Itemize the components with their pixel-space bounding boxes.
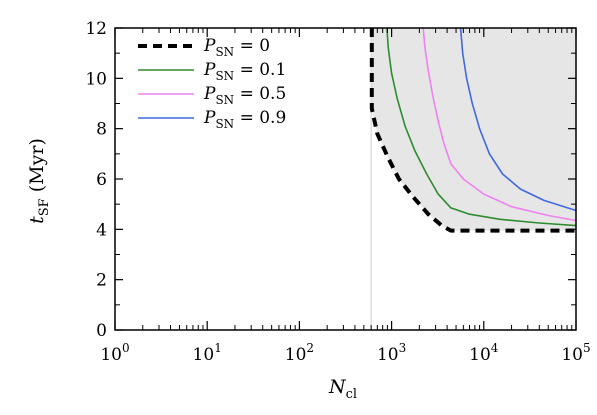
legend-label-3: PSN = 0.9 xyxy=(203,108,286,131)
x-tick-label-1: 101 xyxy=(193,341,222,365)
x-tick-label-0: 100 xyxy=(100,341,129,365)
series-layer xyxy=(369,27,577,233)
y-tick-label-6: 12 xyxy=(85,19,107,39)
y-tick-label-3: 6 xyxy=(96,170,107,190)
legend-label-1: PSN = 0.1 xyxy=(203,60,286,83)
x-tick-label-5: 105 xyxy=(561,341,590,365)
shaded-region-layer xyxy=(371,28,576,231)
series-line-3 xyxy=(459,27,577,212)
series-line-2 xyxy=(422,27,577,222)
shaded-region xyxy=(371,28,576,231)
series-line-1 xyxy=(386,27,577,227)
series-line-0 xyxy=(369,28,576,233)
legend-label-0: PSN = 0 xyxy=(203,36,270,59)
y-tick-label-1: 2 xyxy=(96,271,107,291)
x-axis-title: Ncl xyxy=(328,376,357,402)
y-axis-title: tSF (Myr) xyxy=(26,138,52,224)
x-axis-ticks: 100 101 102 103 104 105 xyxy=(100,28,591,365)
x-tick-label-3: 103 xyxy=(377,341,406,365)
x-tick-label-2: 102 xyxy=(285,341,314,365)
y-tick-label-2: 4 xyxy=(96,220,107,240)
y-tick-label-5: 10 xyxy=(85,69,107,89)
legend-label-2: PSN = 0.5 xyxy=(203,84,286,107)
y-tick-label-4: 8 xyxy=(96,120,107,140)
y-tick-label-0: 0 xyxy=(96,321,107,341)
y-axis-ticks: 0 2 4 6 8 10 12 xyxy=(85,19,576,341)
x-tick-label-4: 104 xyxy=(469,341,499,365)
